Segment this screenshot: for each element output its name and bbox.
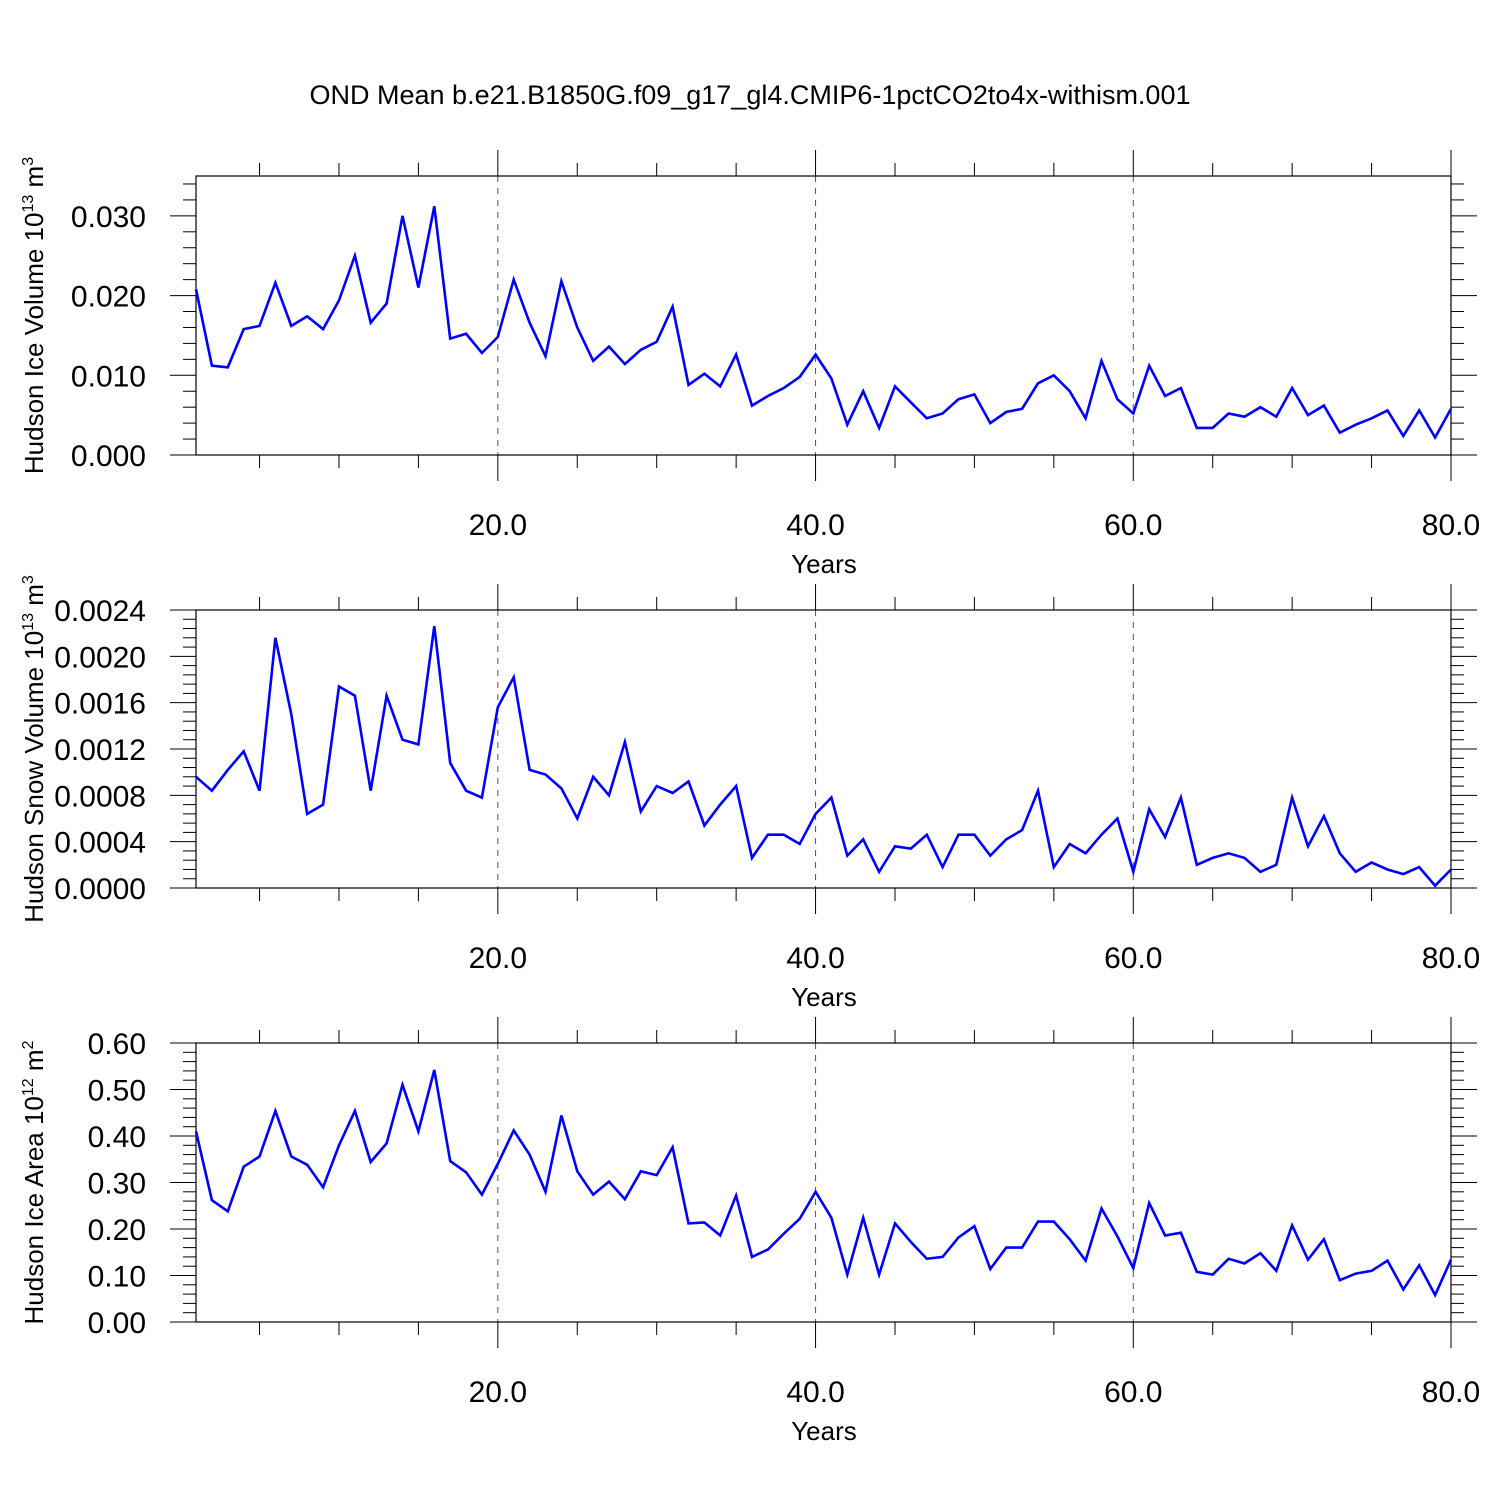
x-tick-label: 60.0	[1104, 509, 1162, 542]
plot-frame	[195, 609, 1452, 889]
x-tick-label: 40.0	[786, 509, 844, 542]
y-tick-label: 0.50	[88, 1075, 146, 1108]
y-axis-label: Hudson Snow Volume 1013 m3	[19, 575, 49, 923]
figure-title: OND Mean b.e21.B1850G.f09_g17_gl4.CMIP6-…	[310, 80, 1191, 110]
plot-frame	[195, 175, 1452, 456]
y-axis-label: Hudson Ice Volume 1013 m3	[19, 157, 49, 474]
y-axis-label-part: m	[19, 584, 49, 613]
y-axis-label-superscript: 13	[20, 613, 37, 631]
x-tick-label: 20.0	[469, 1376, 527, 1409]
y-tick-label: 0.000	[71, 440, 146, 473]
x-axis-label: Years	[791, 1416, 857, 1446]
y-tick-label: 0.0020	[54, 641, 146, 674]
chart-panel-1: 20.0 40.0 60.0 80.0 0.000 0.010 0.020 0.030 Year…	[19, 150, 1480, 579]
x-tick-label: 80.0	[1422, 1376, 1480, 1409]
y-axis-label-superscript: 12	[20, 1078, 37, 1096]
panels: 20.0 40.0 60.0 80.0 0.000 0.010 0.020 0.030 Year…	[19, 150, 1480, 1446]
y-axis-label-part: Hudson Ice Area 10	[19, 1096, 49, 1324]
series-line	[195, 626, 1452, 888]
x-tick-label: 40.0	[786, 942, 844, 975]
x-axis-label: Years	[791, 549, 857, 579]
chart-panel-2: 20.0 40.0 60.0 80.0 0.0000 0.0004 0.0008 0.0012…	[19, 575, 1480, 1012]
y-tick-label: 0.10	[88, 1261, 146, 1294]
y-tick-label: 0.0004	[54, 827, 146, 860]
y-tick-label: 0.30	[88, 1168, 146, 1201]
x-tick-label: 60.0	[1104, 1376, 1162, 1409]
y-axis-label-part: Hudson Ice Volume 10	[19, 212, 49, 474]
series-line	[194, 1069, 1453, 1298]
y-axis-label-superscript: 3	[20, 157, 37, 166]
y-tick-label: 0.0016	[54, 688, 146, 721]
y-axis-label-part: Hudson Snow Volume 10	[19, 631, 49, 923]
chart-panel-3: 20.0 40.0 60.0 80.0 0.00 0.10 0.20 0.30 0.40 0.50…	[19, 1017, 1480, 1446]
x-tick-label: 80.0	[1422, 509, 1480, 542]
y-tick-label: 0.40	[88, 1121, 146, 1154]
y-tick-label: 0.0000	[54, 873, 146, 906]
y-axis-label-superscript: 2	[20, 1040, 37, 1049]
y-axis-label: Hudson Ice Area 1012 m2	[19, 1040, 49, 1324]
x-tick-label: 60.0	[1104, 942, 1162, 975]
y-tick-label: 0.20	[88, 1214, 146, 1247]
y-tick-label: 0.0024	[54, 595, 146, 628]
y-axis-label-part: m	[19, 166, 49, 195]
y-axis-label-superscript: 3	[20, 575, 37, 584]
y-tick-label: 0.0012	[54, 734, 146, 767]
y-tick-label: 0.020	[71, 281, 146, 314]
x-tick-label: 20.0	[469, 942, 527, 975]
y-axis-label-part: m	[19, 1049, 49, 1078]
y-tick-label: 0.00	[88, 1307, 146, 1340]
y-axis-label-superscript: 13	[20, 195, 37, 213]
y-tick-label: 0.010	[71, 360, 146, 393]
x-axis-label: Years	[791, 982, 857, 1012]
y-tick-label: 0.60	[88, 1028, 146, 1061]
y-tick-label: 0.030	[71, 201, 146, 234]
series-line	[194, 206, 1453, 441]
x-tick-label: 40.0	[786, 1376, 844, 1409]
x-tick-label: 20.0	[469, 509, 527, 542]
plot-frame	[195, 1042, 1452, 1323]
x-tick-label: 80.0	[1422, 942, 1480, 975]
y-tick-label: 0.0008	[54, 780, 146, 813]
